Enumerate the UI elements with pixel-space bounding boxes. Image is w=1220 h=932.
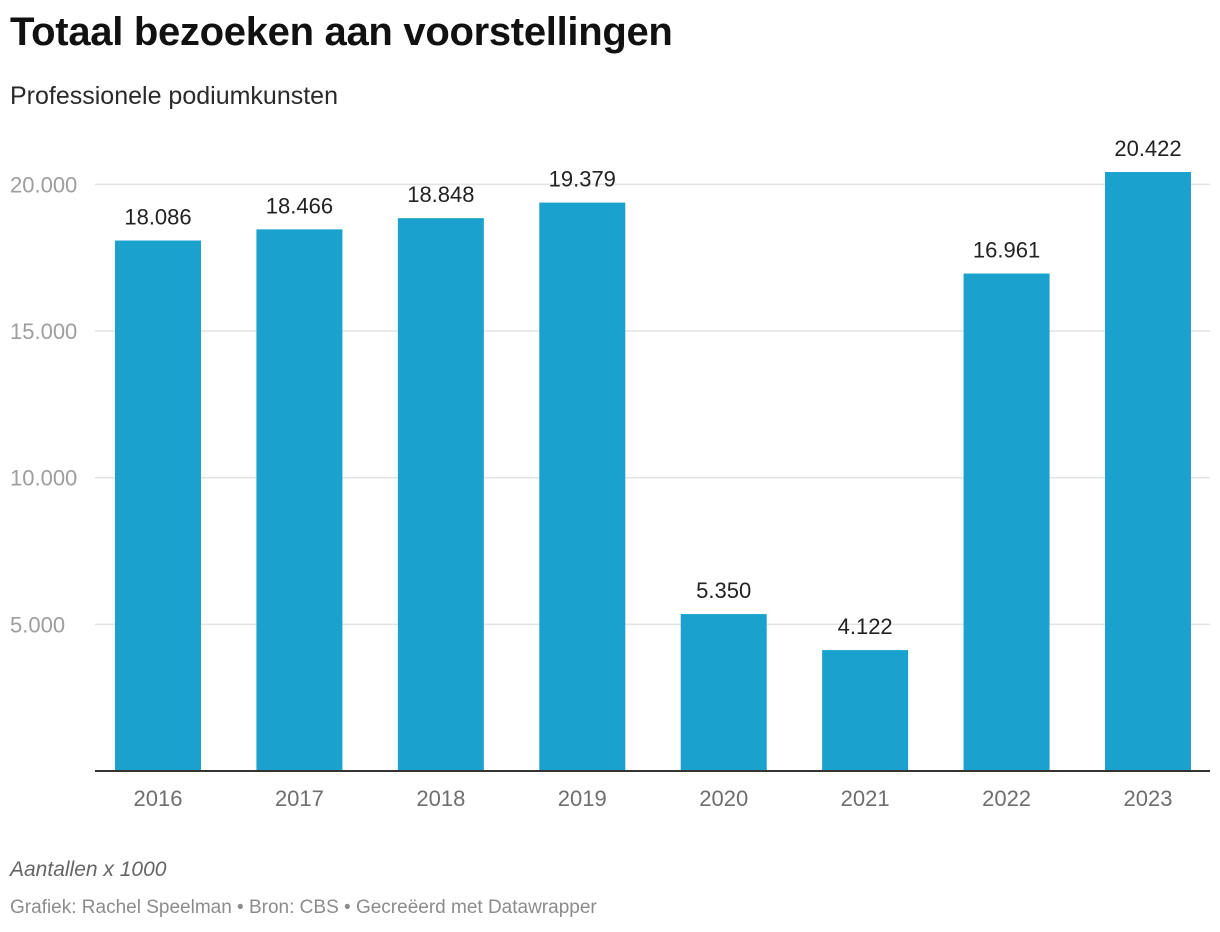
value-label-2020: 5.350	[696, 578, 751, 603]
x-tick-label-2020: 2020	[699, 786, 748, 811]
x-tick-label-2016: 2016	[134, 786, 183, 811]
x-tick-label-2017: 2017	[275, 786, 324, 811]
bars	[115, 172, 1191, 772]
x-tick-label-2019: 2019	[558, 786, 607, 811]
value-label-2017: 18.466	[266, 193, 333, 218]
bar-2019	[539, 202, 626, 771]
bar-2022	[963, 273, 1050, 771]
value-label-2022: 16.961	[973, 238, 1040, 263]
bar-2020	[680, 614, 767, 771]
source-footer: Grafiek: Rachel Speelman • Bron: CBS • G…	[10, 897, 597, 918]
value-label-2021: 4.122	[838, 614, 893, 639]
bar-2018	[397, 218, 484, 771]
y-axis-ticks: 5.000 10.000 15.000 20.000	[10, 172, 77, 637]
unit-note: Aantallen x 1000	[10, 858, 167, 881]
x-tick-label-2021: 2021	[841, 786, 890, 811]
y-tick-label: 20.000	[10, 172, 77, 197]
value-labels: 18.086 18.466 18.848 19.379 5.350 4.122 16.961…	[124, 136, 1181, 639]
value-label-2016: 18.086	[124, 205, 191, 230]
x-axis-labels: 2016 2017 2018 2019 2020 2021 2022 2023	[134, 786, 1173, 811]
y-tick-label: 10.000	[10, 466, 77, 491]
value-label-2019: 19.379	[549, 167, 616, 192]
bar-2023	[1105, 172, 1191, 771]
y-tick-label: 15.000	[10, 319, 77, 344]
chart-subtitle: Professionele podiumkunsten	[10, 82, 338, 110]
y-tick-label: 5.000	[10, 612, 65, 637]
value-label-2018: 18.848	[407, 182, 474, 207]
value-label-2023: 20.422	[1114, 136, 1181, 161]
bar-2017	[256, 229, 343, 772]
x-tick-label-2022: 2022	[982, 786, 1031, 811]
bar-2021	[822, 650, 909, 771]
x-tick-label-2023: 2023	[1124, 786, 1173, 811]
x-tick-label-2018: 2018	[416, 786, 465, 811]
chart-title: Totaal bezoeken aan voorstellingen	[10, 10, 673, 54]
bar-2016	[115, 240, 201, 772]
